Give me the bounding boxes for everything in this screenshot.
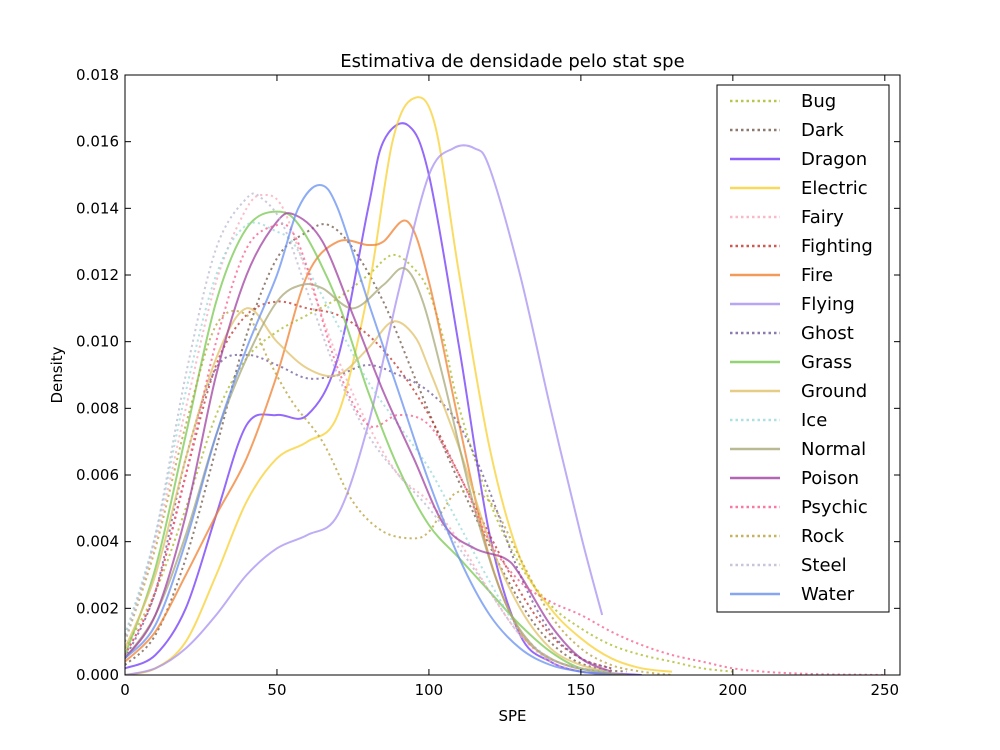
series-line-dragon (125, 122, 642, 675)
legend-label-steel: Steel (801, 555, 847, 576)
y-tick-label: 0.014 (76, 199, 119, 217)
series-line-ghost (125, 353, 612, 670)
y-axis: 0.000 0.002 0.004 0.006 0.008 0.010 0.012 0.014… (76, 66, 900, 684)
legend-label-dark: Dark (801, 120, 844, 141)
series-line-flying (125, 144, 604, 675)
x-tick-label: 200 (719, 681, 748, 699)
y-tick-label: 0.010 (76, 333, 119, 351)
series-line-ground (125, 307, 612, 673)
y-tick-label: 0.004 (76, 533, 119, 551)
legend-label-grass: Grass (801, 352, 852, 373)
series-layer (125, 96, 885, 675)
series-line-electric (125, 96, 673, 675)
y-tick-label: 0.008 (76, 399, 119, 417)
legend-label-flying: Flying (801, 294, 855, 315)
y-tick-label: 0.000 (76, 666, 119, 684)
series-line-psychic (125, 222, 885, 675)
legend-label-normal: Normal (801, 439, 866, 460)
x-axis: 0 50 100 150 200 250 (120, 75, 899, 699)
y-axis-label: Density (48, 346, 66, 403)
y-tick-label: 0.006 (76, 466, 119, 484)
series-line-rock (125, 309, 673, 675)
legend-label-fighting: Fighting (801, 236, 873, 257)
legend-label-ice: Ice (801, 410, 827, 431)
legend-label-ghost: Ghost (801, 323, 854, 344)
series-line-ice (125, 221, 612, 673)
plot-frame (124, 74, 901, 676)
series-line-poison (125, 212, 612, 673)
series-line-dark (125, 223, 627, 673)
y-tick-label: 0.012 (76, 266, 119, 284)
legend-label-fairy: Fairy (801, 207, 844, 228)
legend-label-fire: Fire (801, 265, 833, 286)
legend: Bug Dark Dragon Electric Fairy Fighting Fire Fl… (716, 84, 890, 613)
series-line-fighting (125, 300, 612, 670)
series-line-grass (125, 210, 612, 673)
y-tick-label: 0.016 (76, 133, 119, 151)
series-line-water (125, 184, 612, 675)
x-tick-label: 100 (415, 681, 444, 699)
legend-label-electric: Electric (801, 178, 868, 199)
x-tick-label: 50 (267, 681, 286, 699)
y-tick-label: 0.002 (76, 599, 119, 617)
x-tick-label: 0 (120, 681, 130, 699)
legend-label-bug: Bug (801, 91, 836, 112)
legend-label-dragon: Dragon (801, 149, 867, 170)
legend-label-rock: Rock (801, 526, 845, 547)
y-tick-label: 0.018 (76, 66, 119, 84)
series-line-bug (125, 253, 733, 673)
x-tick-label: 150 (567, 681, 596, 699)
legend-label-poison: Poison (801, 468, 859, 489)
x-tick-label: 250 (870, 681, 899, 699)
x-axis-label: SPE (498, 707, 526, 725)
series-line-steel (125, 192, 612, 673)
legend-label-psychic: Psychic (801, 497, 868, 518)
legend-label-water: Water (801, 584, 855, 605)
legend-label-ground: Ground (801, 381, 867, 402)
chart-title: Estimativa de densidade pelo stat spe (340, 51, 684, 72)
legend-frame (716, 84, 890, 613)
